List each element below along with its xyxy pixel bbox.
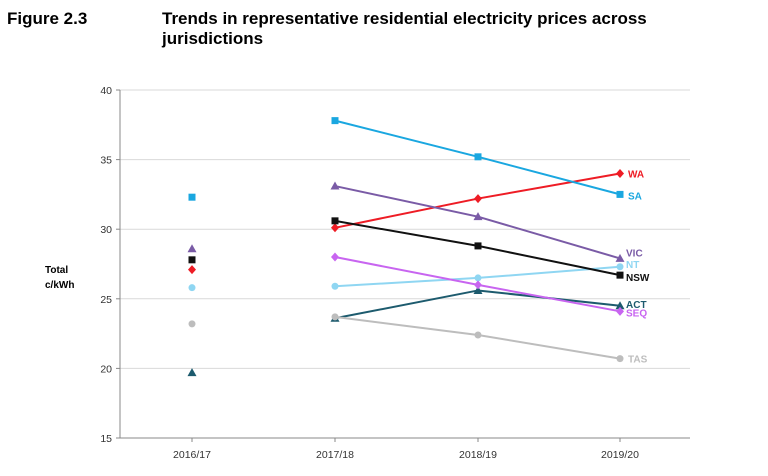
figure-label: Figure 2.3 bbox=[7, 9, 88, 28]
series-tas bbox=[188, 313, 624, 363]
data-point bbox=[331, 117, 339, 125]
data-point bbox=[616, 355, 624, 363]
data-point bbox=[331, 282, 339, 290]
series-sa bbox=[188, 117, 624, 201]
data-point bbox=[188, 256, 196, 264]
series-label-sa: SA bbox=[628, 191, 642, 202]
data-point bbox=[187, 368, 197, 377]
data-point bbox=[188, 284, 196, 292]
data-point bbox=[330, 181, 340, 190]
series-label-nsw: NSW bbox=[626, 273, 650, 284]
series-nt bbox=[188, 263, 624, 292]
y-tick-label: 25 bbox=[100, 294, 112, 306]
series-vic bbox=[187, 181, 625, 262]
gridlines bbox=[120, 89, 690, 439]
y-tick-label: 35 bbox=[100, 155, 112, 167]
x-tick-label: 2019/20 bbox=[601, 449, 639, 461]
data-point bbox=[188, 320, 196, 328]
data-point bbox=[474, 242, 482, 250]
data-point bbox=[616, 190, 624, 198]
series-label-tas: TAS bbox=[628, 355, 648, 366]
y-tick-label: 20 bbox=[100, 363, 112, 375]
series-label-wa: WA bbox=[628, 170, 644, 181]
data-point bbox=[474, 280, 482, 290]
data-point bbox=[331, 313, 339, 321]
data-point bbox=[331, 217, 339, 225]
figure-title: Trends in representative residential ele… bbox=[162, 9, 647, 48]
data-point bbox=[474, 331, 482, 339]
data-point bbox=[474, 194, 482, 204]
data-point bbox=[616, 263, 624, 271]
x-tick-label: 2018/19 bbox=[459, 449, 497, 461]
series-nsw bbox=[188, 217, 624, 279]
data-point bbox=[474, 153, 482, 161]
data-point bbox=[615, 301, 625, 310]
y-tick-label: 40 bbox=[100, 85, 112, 97]
series-lines bbox=[187, 117, 625, 377]
y-tick-label: 15 bbox=[100, 433, 112, 445]
series-label-vic: VIC bbox=[626, 248, 643, 259]
data-point bbox=[473, 212, 483, 221]
series-label-act: ACT bbox=[626, 300, 647, 311]
series-label-nt: NT bbox=[626, 260, 639, 271]
data-point bbox=[474, 274, 482, 282]
x-tick-label: 2016/17 bbox=[173, 449, 211, 461]
data-point bbox=[188, 265, 196, 275]
data-point bbox=[188, 193, 196, 201]
y-axis-label: Total c/kWh bbox=[45, 265, 74, 291]
y-axis-label-line: Total bbox=[45, 265, 68, 276]
data-point bbox=[616, 306, 624, 316]
y-axis-label-line: c/kWh bbox=[45, 280, 74, 291]
series-seq bbox=[331, 252, 624, 316]
data-point bbox=[187, 244, 197, 253]
y-tick-label: 30 bbox=[100, 224, 112, 236]
data-point bbox=[473, 285, 483, 294]
data-point bbox=[616, 169, 624, 179]
data-point bbox=[331, 223, 339, 233]
x-tick-label: 2017/18 bbox=[316, 449, 354, 461]
data-point bbox=[331, 252, 339, 262]
axes: 15 20 25 30 35 40 2016/17 2017/18 2018/19 2019/20 bbox=[100, 85, 690, 461]
series-label-seq: SEQ bbox=[626, 308, 647, 319]
data-point bbox=[616, 271, 624, 279]
data-point bbox=[615, 253, 625, 262]
series-wa bbox=[188, 169, 624, 275]
